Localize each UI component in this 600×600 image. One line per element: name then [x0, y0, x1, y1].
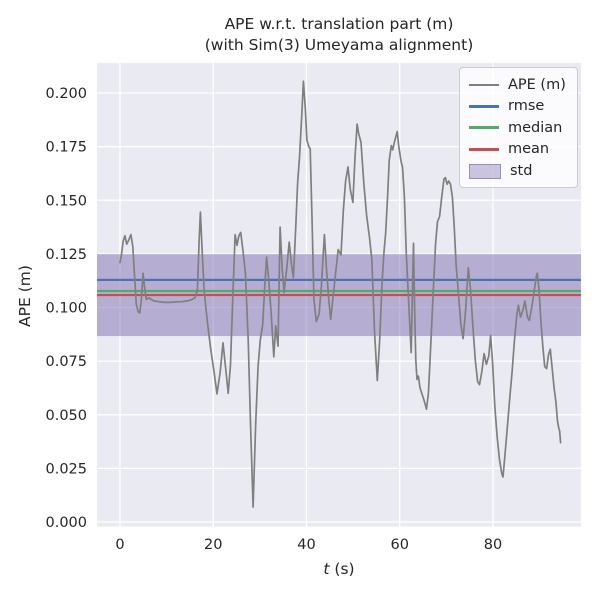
legend-entry-rmse: rmse: [469, 96, 577, 118]
plot-title-line1: APE w.r.t. translation part (m): [225, 15, 454, 33]
x-axis-label-unit: (s): [329, 560, 354, 578]
legend-entry-ape: APE (m): [469, 74, 577, 96]
x-axis-label-math: t: [323, 560, 330, 578]
legend-entry-mean: mean: [469, 139, 577, 161]
y-tick-label: 0.175: [45, 140, 87, 156]
legend-swatch-median-line: [469, 126, 499, 130]
y-tick-label: 0.200: [45, 86, 87, 102]
legend-label-rmse: rmse: [508, 98, 545, 115]
legend-swatch-rmse-line: [469, 104, 499, 108]
y-tick-label: 0.025: [45, 461, 87, 477]
y-tick-label: 0.000: [45, 515, 87, 531]
legend-label-ape: APE (m): [508, 76, 566, 93]
legend-entry-std: std: [469, 160, 577, 182]
legend-label-std: std: [510, 162, 533, 179]
legend-swatch-std-patch: [469, 163, 501, 179]
legend-swatch-mean-line: [469, 148, 499, 152]
legend-swatch-ape-line: [469, 83, 499, 86]
legend-label-mean: mean: [508, 141, 550, 158]
x-tick-label: 20: [204, 537, 222, 553]
y-tick-label: 0.075: [45, 354, 87, 370]
y-tick-label: 0.125: [45, 247, 87, 263]
legend-label-median: median: [508, 119, 563, 136]
legend: APE (m) rmse median mean std: [459, 67, 578, 188]
x-tick-label: 60: [390, 537, 408, 553]
y-tick-label: 0.050: [45, 408, 87, 424]
x-tick-label: 80: [484, 537, 502, 553]
x-axis-label: t (s): [323, 560, 354, 578]
x-tick-label: 0: [115, 537, 124, 553]
legend-entry-median: median: [469, 117, 577, 139]
y-axis-label: APE (m): [16, 265, 34, 327]
y-tick-label: 0.150: [45, 193, 87, 209]
plot-title-line2: (with Sim(3) Umeyama alignment): [205, 36, 474, 54]
y-tick-label: 0.100: [45, 301, 87, 317]
ape-line: [119, 80, 562, 508]
x-tick-label: 40: [297, 537, 315, 553]
